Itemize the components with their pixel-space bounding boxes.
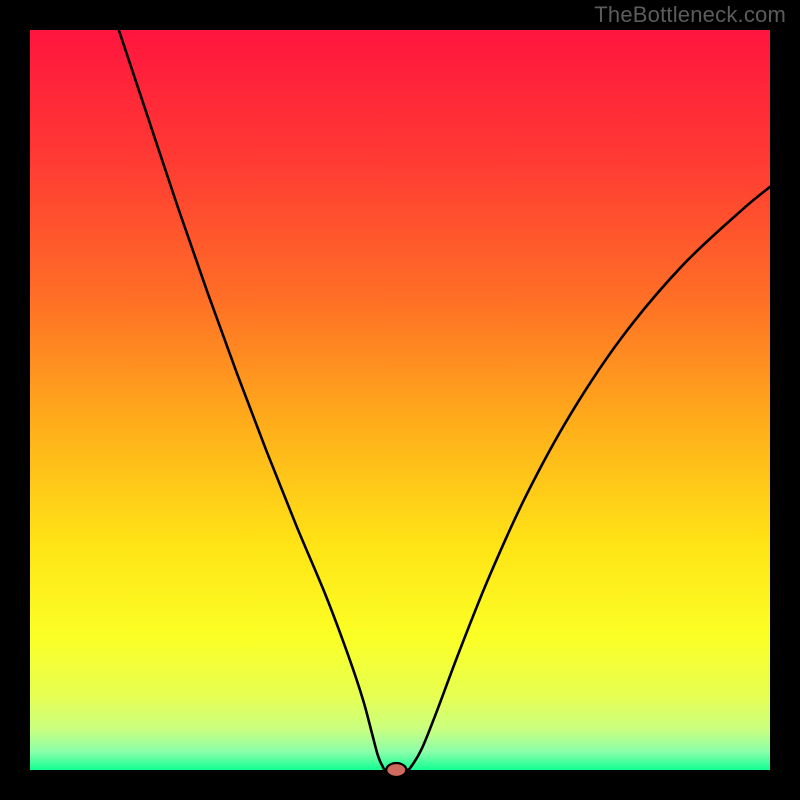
- chart-frame: TheBottleneck.com: [0, 0, 800, 800]
- bottleneck-chart: [0, 0, 800, 800]
- plot-background: [30, 30, 770, 770]
- watermark-label: TheBottleneck.com: [594, 2, 786, 28]
- optimum-marker: [386, 763, 406, 777]
